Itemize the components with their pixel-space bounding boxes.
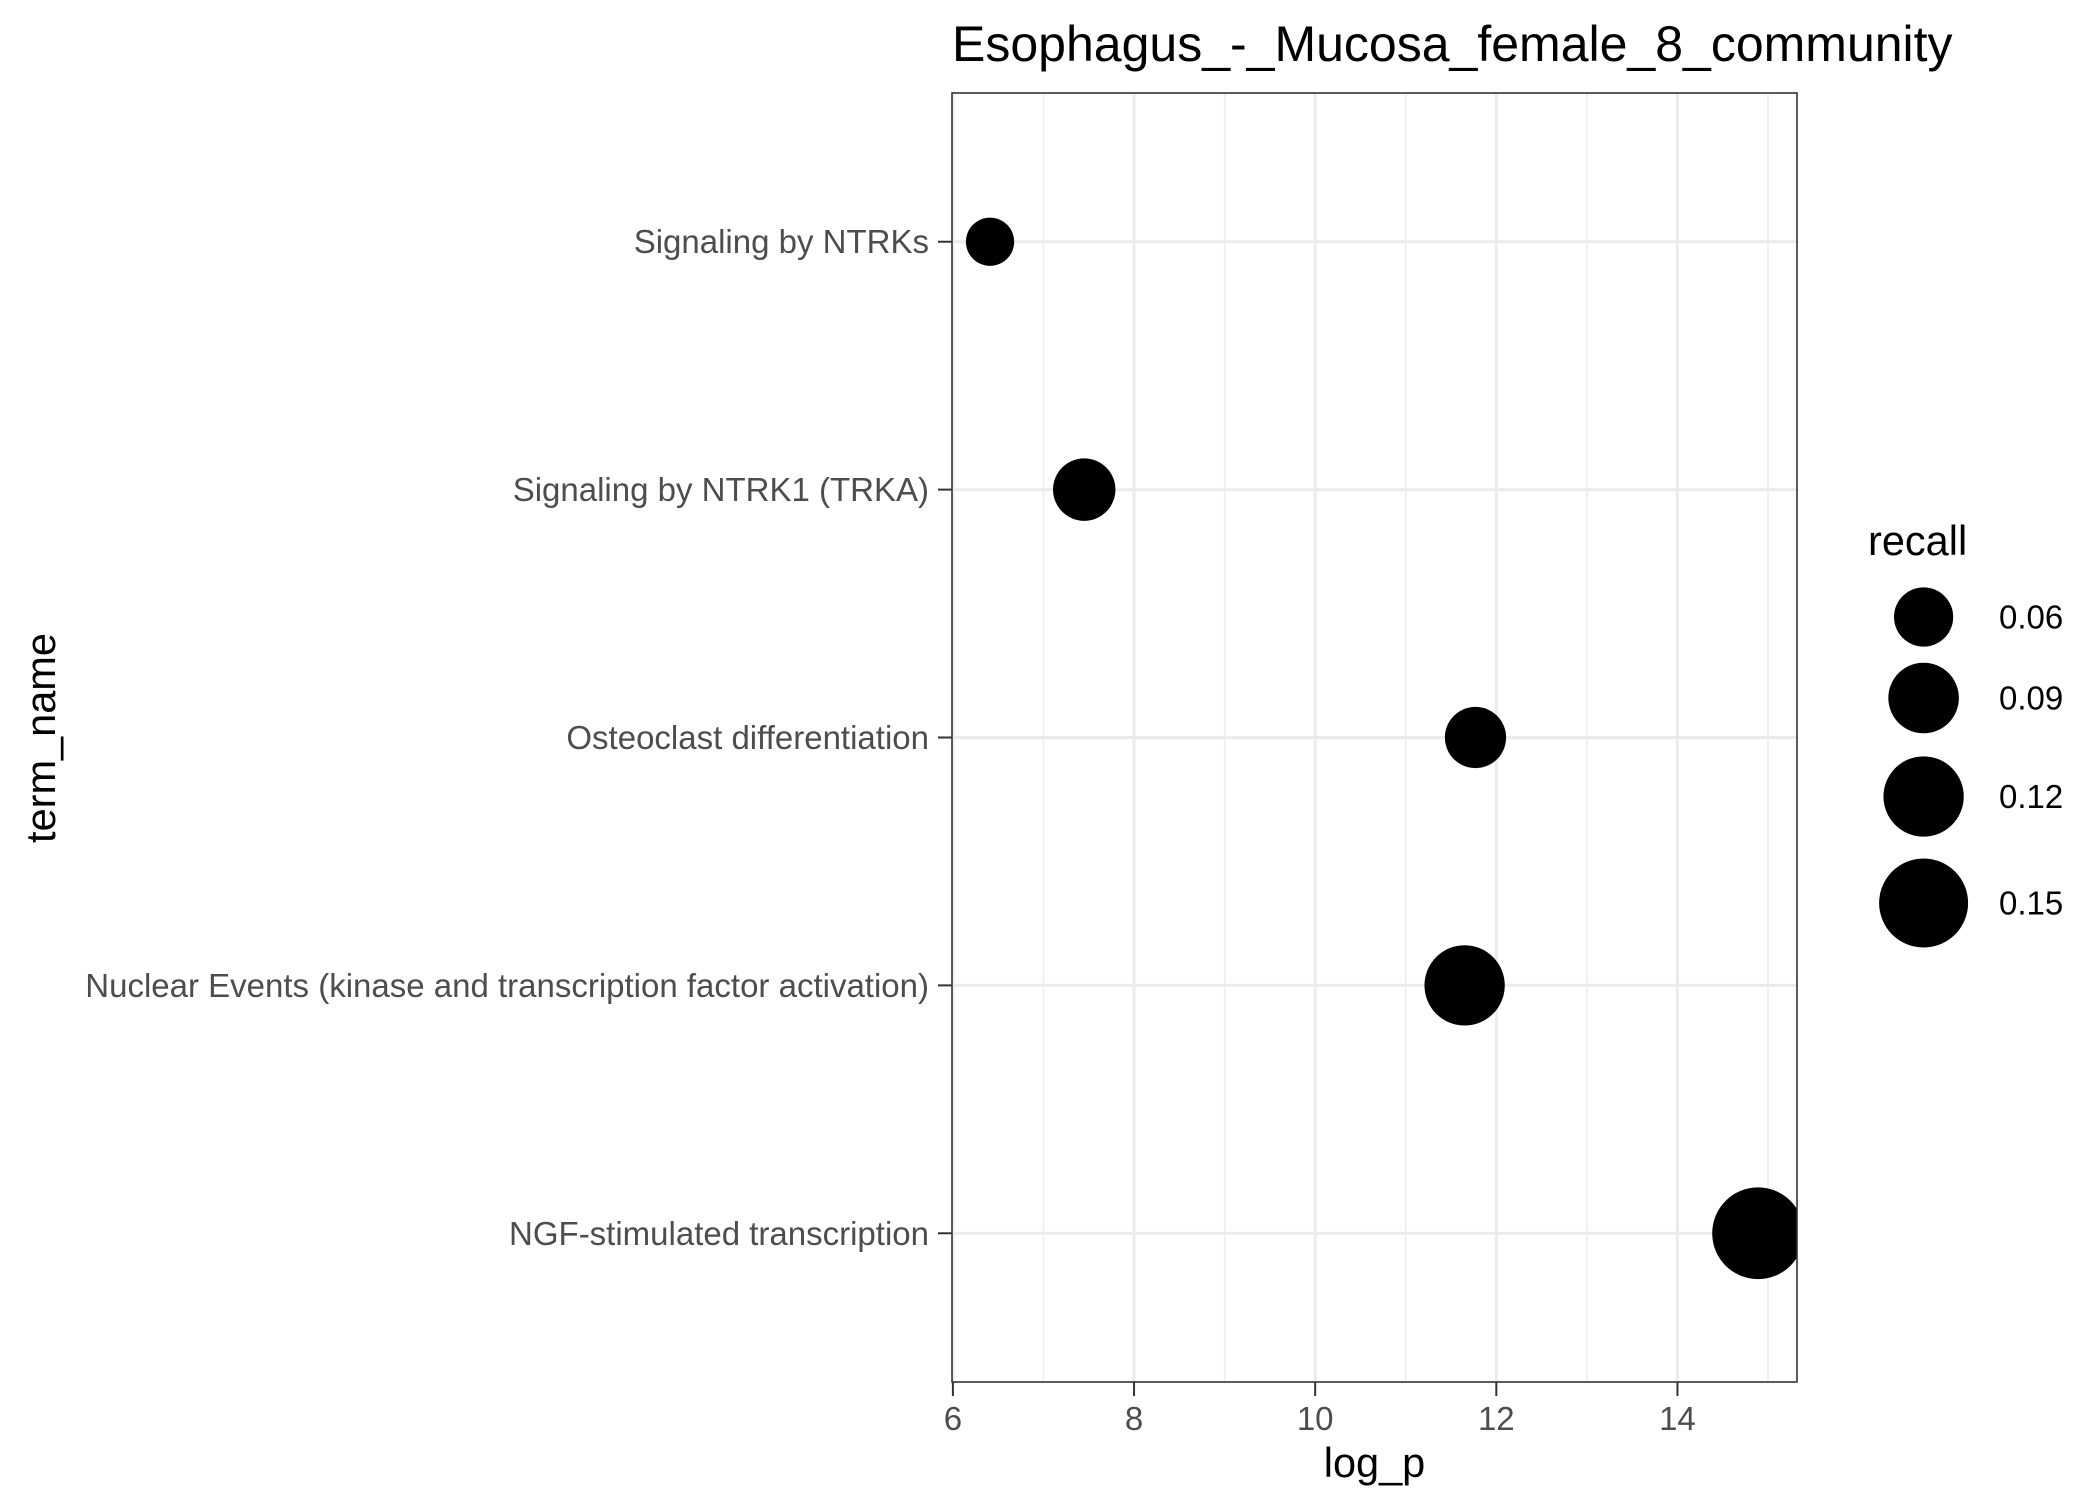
major-gridlines xyxy=(951,93,1797,1382)
x-tick-label: 8 xyxy=(1125,1400,1143,1437)
x-tick-label: 14 xyxy=(1659,1400,1696,1437)
legend-key xyxy=(1883,756,1964,837)
data-point xyxy=(1444,706,1507,769)
y-axis: Signaling by NTRKs Signaling by NTRK1 (TR… xyxy=(85,223,952,1252)
data-point xyxy=(1053,458,1116,521)
legend-title: recall xyxy=(1868,517,1967,564)
x-tick-label: 10 xyxy=(1297,1400,1334,1437)
data-point xyxy=(965,217,1015,266)
y-tick-label: Nuclear Events (kinase and transcription… xyxy=(85,967,929,1004)
legend-label: 0.12 xyxy=(1999,778,2063,815)
y-tick-label: Signaling by NTRKs xyxy=(634,223,929,260)
legend-label: 0.15 xyxy=(1999,885,2063,922)
legend-key xyxy=(1894,587,1954,647)
x-axis: 6 8 10 12 14 xyxy=(944,1382,1696,1437)
x-tick-label: 12 xyxy=(1478,1400,1515,1437)
legend-key xyxy=(1888,662,1959,734)
x-tick-label: 6 xyxy=(944,1400,962,1437)
data-point xyxy=(1712,1187,1797,1280)
chart-title: Esophagus_-_Mucosa_female_8_community xyxy=(952,16,1953,72)
y-tick-label: Signaling by NTRK1 (TRKA) xyxy=(513,471,929,508)
y-tick-label: NGF-stimulated transcription xyxy=(509,1215,929,1252)
x-axis-title: log_p xyxy=(1324,1439,1426,1486)
size-legend: recall 0.06 0.09 0.12 0.15 xyxy=(1868,517,2063,948)
y-tick-label: Osteoclast differentiation xyxy=(566,719,929,756)
data-points xyxy=(965,217,1797,1280)
y-axis-title: term_name xyxy=(17,633,64,843)
legend-key xyxy=(1879,858,1969,948)
legend-label: 0.09 xyxy=(1999,680,2063,717)
data-point xyxy=(1424,945,1505,1026)
legend-label: 0.06 xyxy=(1999,599,2063,636)
